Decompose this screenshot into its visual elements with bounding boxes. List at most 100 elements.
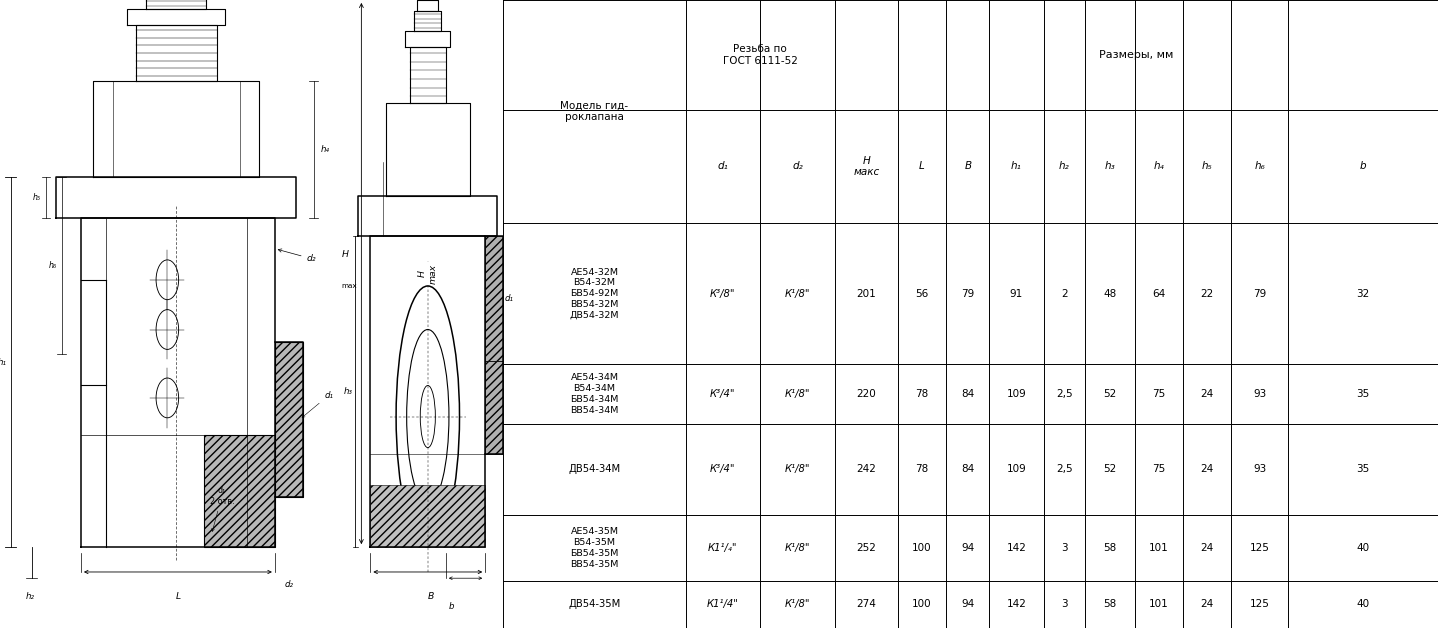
Text: АЕ54-35М
В54-35М
БВ54-35М
ВВ54-35М: АЕ54-35М В54-35М БВ54-35М ВВ54-35М [571, 528, 618, 568]
Text: 40: 40 [1356, 543, 1370, 553]
Text: d₁
2 отв.: d₁ 2 отв. [210, 486, 234, 531]
Text: 79: 79 [961, 289, 975, 298]
Text: К1¹/₄": К1¹/₄" [707, 543, 738, 553]
Text: h₁: h₁ [0, 358, 6, 367]
Text: 84: 84 [961, 389, 975, 399]
Text: 201: 201 [857, 289, 876, 298]
Text: 125: 125 [1250, 543, 1270, 553]
Text: К¹/8": К¹/8" [785, 600, 811, 609]
Text: 24: 24 [1201, 465, 1214, 474]
Text: H: H [342, 251, 349, 259]
Text: К³/8": К³/8" [710, 289, 736, 298]
Text: 91: 91 [1009, 289, 1022, 298]
Text: h₃: h₃ [344, 387, 352, 396]
Text: h₄: h₄ [1153, 161, 1165, 171]
Text: 64: 64 [1152, 289, 1166, 298]
Text: L: L [919, 161, 925, 171]
Text: 2,5: 2,5 [1055, 389, 1073, 399]
Text: 22: 22 [1201, 289, 1214, 298]
Text: d₂: d₂ [278, 249, 316, 263]
Text: 142: 142 [1007, 543, 1027, 553]
Text: 2: 2 [1061, 289, 1067, 298]
Text: 56: 56 [916, 289, 929, 298]
Text: 78: 78 [916, 465, 929, 474]
Text: H
макс: H макс [853, 156, 880, 177]
Text: Размеры, мм: Размеры, мм [1100, 50, 1173, 60]
Text: h₄: h₄ [321, 144, 329, 154]
Text: 125: 125 [1250, 600, 1270, 609]
Text: 94: 94 [961, 600, 975, 609]
Text: 35: 35 [1356, 465, 1370, 474]
Text: 93: 93 [1254, 465, 1267, 474]
Text: max: max [342, 283, 358, 289]
Text: d₁: d₁ [505, 294, 513, 303]
Text: 274: 274 [857, 600, 876, 609]
Text: 100: 100 [912, 543, 932, 553]
Text: 40: 40 [1356, 600, 1370, 609]
Text: 93: 93 [1254, 389, 1267, 399]
Text: 252: 252 [857, 543, 876, 553]
Text: h₂: h₂ [1058, 161, 1070, 171]
Text: h₅: h₅ [1202, 161, 1212, 171]
Text: К³/4": К³/4" [710, 465, 736, 474]
Text: ДВ54-34М: ДВ54-34М [568, 465, 620, 474]
Text: 32: 32 [1356, 289, 1370, 298]
Text: ДВ54-35М: ДВ54-35М [568, 600, 621, 609]
Text: 100: 100 [912, 600, 932, 609]
Text: К¹/8": К¹/8" [785, 389, 811, 399]
Text: 101: 101 [1149, 600, 1169, 609]
Text: 58: 58 [1103, 600, 1116, 609]
Polygon shape [371, 485, 485, 547]
Text: h₃: h₃ [1104, 161, 1116, 171]
Text: h₆: h₆ [1254, 161, 1265, 171]
Text: 58: 58 [1103, 543, 1116, 553]
Text: 75: 75 [1152, 389, 1166, 399]
Text: h₅: h₅ [33, 193, 42, 202]
Text: B: B [427, 592, 434, 602]
Text: h₂: h₂ [26, 592, 35, 602]
Text: 109: 109 [1007, 465, 1027, 474]
Text: 24: 24 [1201, 600, 1214, 609]
Text: 52: 52 [1103, 465, 1116, 474]
Text: d₂: d₂ [285, 580, 293, 589]
Text: B: B [965, 161, 972, 171]
Text: 24: 24 [1201, 543, 1214, 553]
Text: К¹/8": К¹/8" [785, 543, 811, 553]
Text: d₁: d₁ [718, 161, 728, 171]
Text: 35: 35 [1356, 389, 1370, 399]
Text: Модель гид-
роклапана: Модель гид- роклапана [561, 100, 628, 122]
Text: 3: 3 [1061, 600, 1067, 609]
Text: 78: 78 [916, 389, 929, 399]
Text: 24: 24 [1201, 389, 1214, 399]
Text: 94: 94 [961, 543, 975, 553]
Text: 2,5: 2,5 [1055, 465, 1073, 474]
Text: 84: 84 [961, 465, 975, 474]
Text: 52: 52 [1103, 389, 1116, 399]
Text: К¹/8": К¹/8" [785, 289, 811, 298]
Polygon shape [485, 360, 503, 454]
Text: 101: 101 [1149, 543, 1169, 553]
Text: Резьба по
ГОСТ 6111-52: Резьба по ГОСТ 6111-52 [723, 44, 798, 66]
Text: h₆: h₆ [49, 261, 58, 270]
Text: 142: 142 [1007, 600, 1027, 609]
Text: 3: 3 [1061, 543, 1067, 553]
Text: 48: 48 [1103, 289, 1116, 298]
Polygon shape [485, 236, 503, 360]
Text: 75: 75 [1152, 465, 1166, 474]
Text: b: b [449, 602, 454, 610]
Text: H
max: H max [418, 264, 437, 284]
Text: 220: 220 [857, 389, 876, 399]
Text: К¹/8": К¹/8" [785, 465, 811, 474]
Text: АЕ54-34М
В54-34М
БВ54-34М
ВВ54-34М: АЕ54-34М В54-34М БВ54-34М ВВ54-34М [571, 374, 618, 414]
Text: К³/4": К³/4" [710, 389, 736, 399]
Text: 79: 79 [1254, 289, 1267, 298]
Text: АЕ54-32М
В54-32М
БВ54-92М
ВВ54-32М
ДВ54-32М: АЕ54-32М В54-32М БВ54-92М ВВ54-32М ДВ54-… [569, 268, 620, 320]
Polygon shape [275, 342, 303, 497]
Text: h₁: h₁ [1011, 161, 1022, 171]
Text: 109: 109 [1007, 389, 1027, 399]
Text: К1¹/4": К1¹/4" [707, 600, 739, 609]
Text: d₁: d₁ [302, 391, 334, 418]
Text: 242: 242 [857, 465, 876, 474]
Polygon shape [204, 435, 275, 547]
Text: L: L [175, 592, 181, 602]
